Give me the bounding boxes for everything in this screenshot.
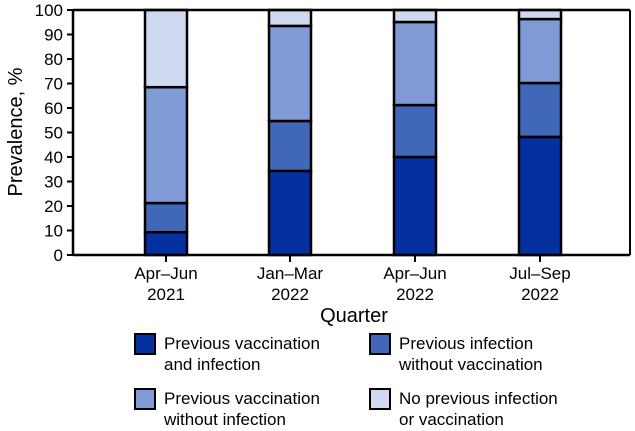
bar-segment <box>143 230 189 257</box>
bar-segment <box>392 155 438 257</box>
y-tick-label: 50 <box>44 124 63 143</box>
y-tick-label: 100 <box>35 1 63 20</box>
legend-label: or vaccination <box>399 410 504 429</box>
x-tick-label: Apr–Jun <box>134 264 197 283</box>
bar-segment <box>143 85 189 205</box>
bar-segment <box>517 135 563 257</box>
legend-swatch <box>369 333 391 355</box>
legend-swatch <box>369 388 391 410</box>
y-tick-label: 40 <box>44 148 63 167</box>
bar-segment <box>143 201 189 234</box>
x-tick-label: 2021 <box>147 285 185 304</box>
bar-segment <box>517 81 563 139</box>
bar-segment <box>517 8 563 21</box>
legend-swatch <box>134 388 156 410</box>
legend-label: No previous infection <box>399 389 558 408</box>
y-tick-label: 10 <box>44 222 63 241</box>
legend-label: and infection <box>164 355 260 374</box>
legend-label: Previous infection <box>399 334 533 353</box>
x-tick-label: 2022 <box>271 285 309 304</box>
y-tick-label: 80 <box>44 50 63 69</box>
bar-segment <box>517 17 563 85</box>
y-tick-label: 60 <box>44 99 63 118</box>
y-tick-label: 20 <box>44 197 63 216</box>
legend-label: Previous vaccination <box>164 389 320 408</box>
x-tick-label: Jan–Mar <box>257 264 323 283</box>
bar-segment <box>267 119 313 173</box>
y-tick-label: 90 <box>44 26 63 45</box>
bar-segment <box>392 8 438 24</box>
legend-label: without vaccination <box>398 355 543 374</box>
x-tick-label: Jul–Sep <box>509 264 570 283</box>
y-tick-label: 30 <box>44 173 63 192</box>
y-tick-label: 0 <box>54 246 63 265</box>
x-axis-label: Quarter <box>320 305 388 327</box>
bar-segment <box>267 24 313 123</box>
y-axis-label: Prevalence, % <box>5 67 27 196</box>
bar-segment <box>267 169 313 257</box>
legend-label: without infection <box>163 410 286 429</box>
x-tick-label: 2022 <box>521 285 559 304</box>
y-tick-label: 70 <box>44 75 63 94</box>
bar-segment <box>143 8 189 89</box>
legend-swatch <box>134 333 156 355</box>
bar-segment <box>267 8 313 28</box>
x-tick-label: Apr–Jun <box>383 264 446 283</box>
bar-segment <box>392 20 438 107</box>
bar-segment <box>392 103 438 159</box>
legend-label: Previous vaccination <box>164 334 320 353</box>
x-tick-label: 2022 <box>396 285 434 304</box>
